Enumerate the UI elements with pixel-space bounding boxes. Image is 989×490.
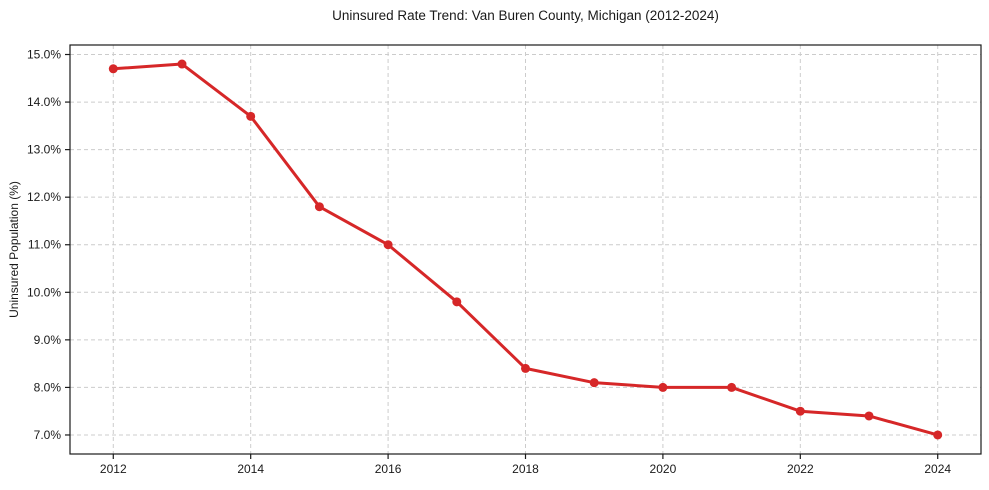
chart-title: Uninsured Rate Trend: Van Buren County, … xyxy=(332,8,719,23)
x-tick-label: 2022 xyxy=(787,462,814,476)
data-point xyxy=(383,240,393,250)
y-tick-label: 13.0% xyxy=(27,143,61,157)
data-point xyxy=(795,406,805,416)
y-tick-label: 15.0% xyxy=(27,48,61,62)
y-tick-label: 9.0% xyxy=(34,333,62,347)
data-point xyxy=(589,378,599,388)
data-point xyxy=(177,59,187,69)
data-point xyxy=(658,382,668,392)
y-tick-label: 7.0% xyxy=(34,428,62,442)
x-tick-label: 2020 xyxy=(650,462,677,476)
data-point xyxy=(314,202,324,212)
x-tick-label: 2012 xyxy=(100,462,127,476)
x-tick-label: 2018 xyxy=(512,462,539,476)
x-tick-label: 2024 xyxy=(924,462,951,476)
x-tick-label: 2014 xyxy=(237,462,264,476)
y-axis-label: Uninsured Population (%) xyxy=(7,181,21,318)
y-tick-label: 8.0% xyxy=(34,380,62,394)
data-point xyxy=(933,430,943,440)
data-point xyxy=(521,363,530,373)
data-point xyxy=(108,64,118,74)
y-tick-label: 11.0% xyxy=(28,238,61,252)
x-tick-label: 2016 xyxy=(375,462,402,476)
y-tick-label: 12.0% xyxy=(27,190,61,204)
data-point xyxy=(727,382,737,392)
data-point xyxy=(246,111,256,121)
data-point xyxy=(864,411,874,421)
y-tick-label: 14.0% xyxy=(27,95,61,109)
y-tick-label: 10.0% xyxy=(27,285,61,299)
data-point xyxy=(452,297,462,307)
